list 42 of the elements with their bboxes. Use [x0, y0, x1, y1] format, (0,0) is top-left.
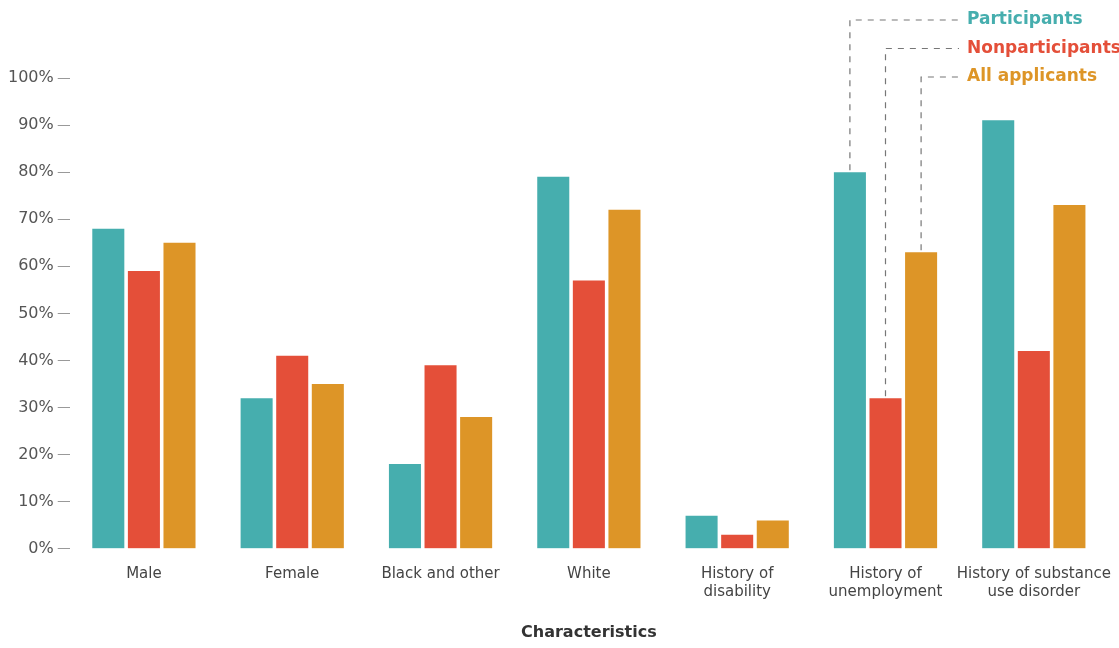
bar [572, 280, 605, 549]
y-tick-label: 60% [18, 255, 54, 275]
x-tick-label: Black and other [381, 563, 501, 582]
bar [424, 365, 457, 549]
bar [276, 355, 309, 549]
x-tick-label: History of disability [700, 563, 775, 600]
bar [127, 271, 160, 549]
y-tick-label: 0% [28, 537, 54, 557]
bar [905, 252, 938, 549]
bar [537, 176, 570, 549]
bar [1053, 205, 1086, 549]
bar [92, 228, 125, 549]
bar [163, 242, 196, 549]
x-tick-label: History of substance use disorder [956, 563, 1111, 600]
x-tick-label: White [567, 563, 611, 582]
text: All applicants [967, 65, 1098, 86]
x-tick-label: Female [265, 563, 320, 582]
y-tick-label: 100% [7, 67, 54, 87]
text: Participants [967, 8, 1083, 29]
bar [685, 515, 718, 549]
x-tick-label: Male [126, 563, 162, 582]
bar [608, 209, 641, 549]
x-axis-title: Characteristics [521, 621, 657, 641]
bar [833, 172, 866, 549]
bar [756, 520, 789, 549]
y-tick-label: 40% [18, 349, 54, 369]
y-tick-label: 30% [18, 396, 54, 416]
y-tick-label: 10% [18, 490, 54, 510]
y-tick-label: 90% [18, 114, 54, 134]
y-tick-label: 20% [18, 443, 54, 463]
bar [982, 120, 1015, 549]
y-tick-label: 70% [18, 208, 54, 228]
bar [311, 384, 344, 549]
x-tick-label: History of unemployment [828, 563, 943, 600]
y-tick-label: 50% [18, 302, 54, 322]
bar [721, 534, 754, 549]
bar [1017, 351, 1050, 549]
y-tick-label: 80% [18, 161, 54, 181]
bar [388, 464, 421, 549]
bar [869, 398, 902, 549]
bar [460, 416, 493, 549]
bar [240, 398, 273, 549]
